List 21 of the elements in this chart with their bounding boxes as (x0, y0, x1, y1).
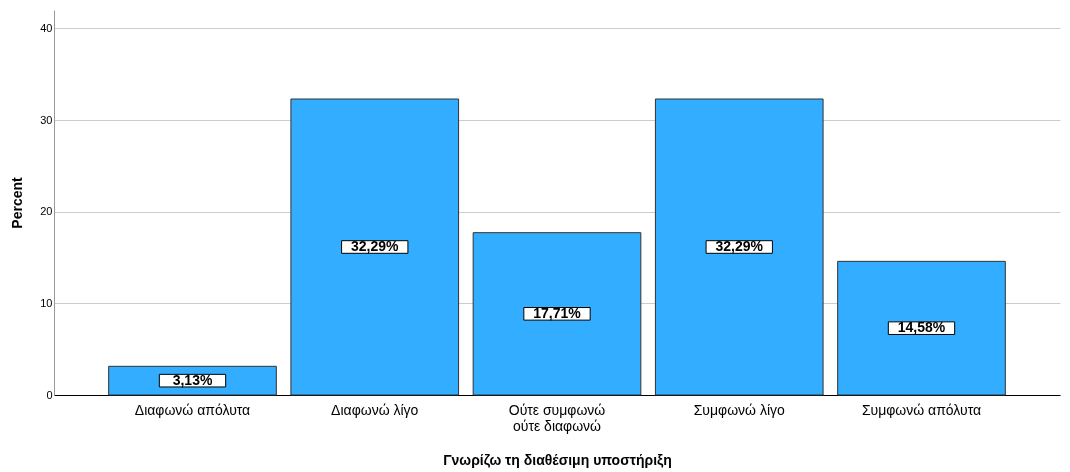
y-tick-label: 20 (40, 205, 53, 218)
data-label: 32,29% (715, 238, 764, 254)
bar (472, 232, 642, 396)
x-axis-title: Γνωρίζω τη διαθέσιμη υποστήριξη (443, 451, 672, 468)
bar (837, 260, 1006, 396)
y-tick-label: 10 (40, 296, 53, 309)
x-tick-label: Συμφωνώ απόλυτα (861, 401, 982, 418)
x-tick-label: Διαφωνώ απόλυτα (134, 401, 251, 418)
y-tick-label: 40 (40, 21, 53, 34)
data-label: 14,58% (897, 319, 946, 336)
bar (290, 98, 460, 396)
data-label: 32,29% (351, 238, 400, 254)
bar (654, 98, 824, 396)
x-tick-label: Ούτε συμφωνώ ούτε διαφωνώ (508, 401, 606, 434)
data-label: 17,71% (533, 304, 582, 321)
y-tick-label: 0 (46, 388, 53, 401)
x-tick-label: Διαφωνώ λίγο (331, 401, 419, 418)
data-label: 3,13% (172, 371, 213, 388)
x-tick-label: Συμφωνώ λίγο (693, 401, 786, 418)
y-axis-title: Percent (9, 176, 26, 229)
y-tick-label: 30 (40, 113, 53, 126)
